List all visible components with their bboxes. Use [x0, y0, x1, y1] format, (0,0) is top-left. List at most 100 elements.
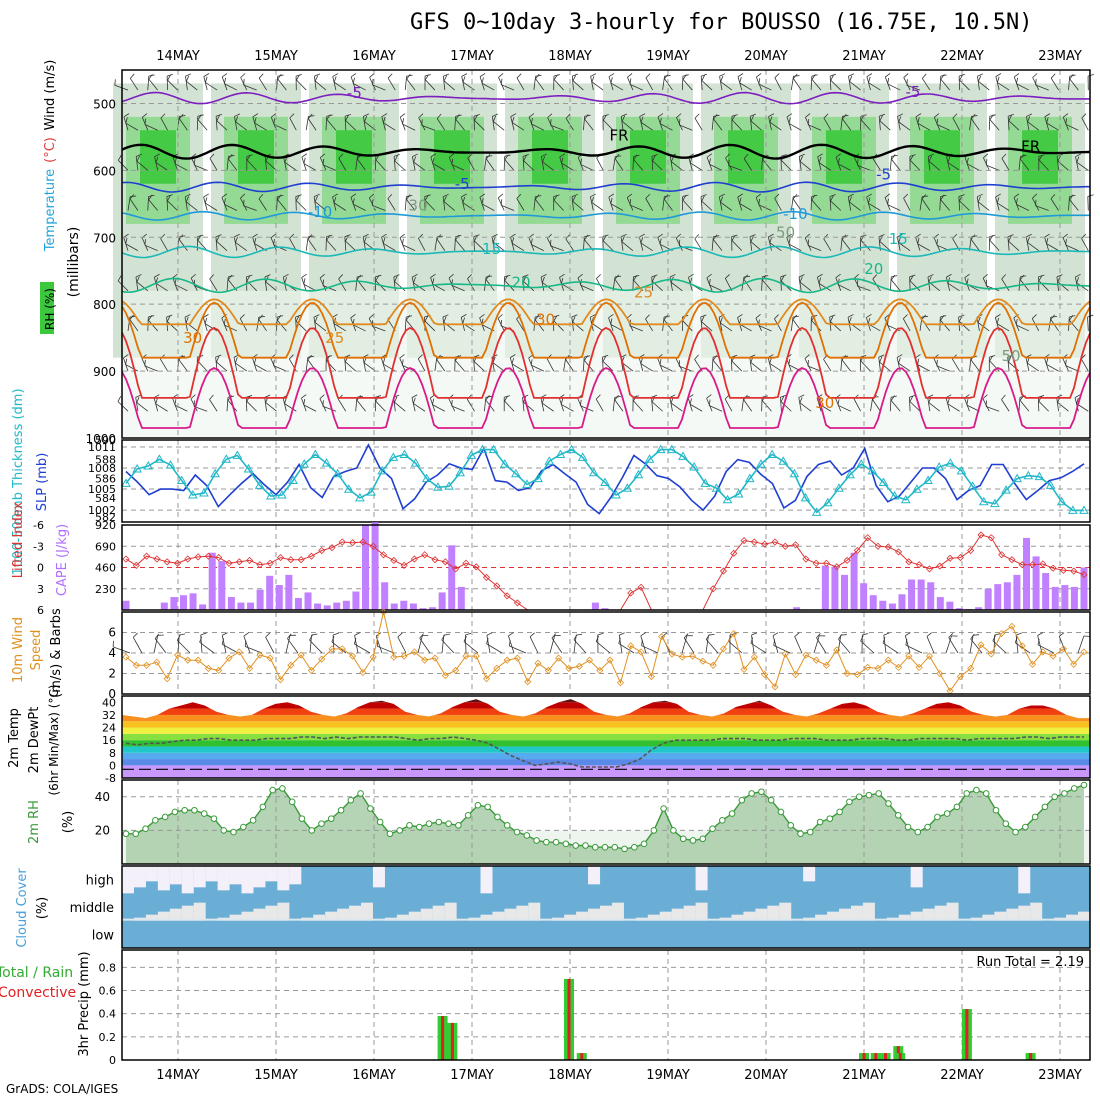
- contour-label: 15: [482, 240, 501, 258]
- cloud-mid-gap: [1030, 903, 1042, 921]
- rh2m-marker: [573, 843, 579, 849]
- rh2m-marker: [182, 807, 188, 813]
- surface-wind-barb: [861, 641, 874, 653]
- li-tick-label: 0: [37, 562, 44, 575]
- cape-bar: [841, 575, 848, 610]
- surface-wind-barb: [642, 640, 643, 646]
- top-date-label: 14MAY: [156, 49, 200, 64]
- cape-bar: [276, 585, 283, 610]
- cape-bar: [448, 545, 455, 610]
- cloud-mid-gap: [935, 906, 947, 921]
- cape-bar: [333, 603, 340, 610]
- wind-speed-line: [126, 612, 1084, 691]
- cape-bar: [295, 598, 302, 610]
- bottom-date-label: 15MAY: [254, 1068, 298, 1083]
- cape-bar: [410, 604, 417, 610]
- rh2m-marker: [592, 844, 598, 850]
- bottom-date-label: 19MAY: [646, 1068, 690, 1083]
- slp-tick-label: 1008: [88, 462, 116, 475]
- cape-bar: [314, 604, 321, 610]
- rh2m-marker: [514, 829, 520, 835]
- cloud-high-gap: [289, 866, 301, 884]
- cape-bar: [918, 580, 925, 610]
- cape-bar: [285, 575, 292, 610]
- cape-bar: [1013, 575, 1020, 610]
- surface-wind-barb: [905, 633, 910, 636]
- contour-label: 30: [409, 197, 428, 215]
- cape-bar: [879, 601, 886, 610]
- rh-shade-high: [532, 130, 568, 184]
- cape-bar: [343, 601, 350, 610]
- rh2m-marker: [553, 839, 559, 845]
- precip-tick-label: 0.6: [99, 985, 117, 998]
- rh2m-marker: [348, 797, 354, 803]
- cape-bar: [860, 583, 867, 610]
- cloud-mid-gap: [528, 903, 540, 921]
- rh2m-unit-label: (%): [61, 811, 76, 834]
- precip-convective-bar: [441, 1016, 444, 1060]
- upper-wind-barb: [372, 200, 373, 206]
- rh2m-marker: [416, 824, 422, 830]
- cape-bar: [994, 584, 1001, 610]
- surface-wind-barb: [773, 633, 778, 636]
- surface-wind-barb: [728, 641, 742, 653]
- bottom-date-label: 23MAY: [1038, 1068, 1082, 1083]
- rh2m-marker: [201, 811, 207, 817]
- cloud-divider: [122, 919, 1090, 921]
- cape-bar: [831, 567, 838, 610]
- temp-tick-label: 0: [109, 759, 116, 772]
- surface-wind-barb: [201, 633, 207, 635]
- surface-wind-barb: [377, 640, 378, 646]
- rh2m-marker: [925, 824, 931, 830]
- surface-wind-barb: [177, 640, 190, 653]
- rh2m-marker: [524, 833, 530, 839]
- bottom-date-label: 16MAY: [352, 1068, 396, 1083]
- rh2m-marker: [260, 804, 266, 810]
- cloud-mid-gap: [1018, 906, 1030, 921]
- cloud-mid-gap: [779, 903, 791, 921]
- upper-wind-barb: [857, 159, 858, 165]
- precip-convective-bar: [884, 1053, 887, 1060]
- rh2m-marker: [661, 806, 667, 812]
- cloud-high-gap: [911, 866, 923, 887]
- cloud-mid-gap: [433, 906, 445, 921]
- temperature-unit-label: (°C): [43, 137, 58, 163]
- cape-bar: [352, 592, 359, 610]
- rh2m-marker: [1052, 794, 1058, 800]
- precip-tick-label: 0.2: [99, 1031, 117, 1044]
- rh2m-marker: [710, 826, 716, 832]
- surface-wind-barb: [884, 633, 890, 635]
- cloud-row-label: low: [92, 928, 115, 943]
- rh2m-marker: [671, 828, 677, 834]
- cape-bar: [209, 553, 216, 610]
- cape-tick-label: 920: [95, 519, 116, 532]
- rh2m-marker: [289, 799, 295, 805]
- cape-bar: [161, 603, 168, 610]
- cape-bar: [190, 593, 197, 610]
- rh2m-marker: [368, 806, 374, 812]
- upper-wind-barb: [808, 360, 809, 366]
- slp-tick-label: 1005: [88, 483, 116, 496]
- cloud-high-gap: [481, 866, 493, 893]
- rh2m-marker: [143, 826, 149, 832]
- precip-tick-label: 0.4: [99, 1008, 117, 1021]
- cloud-axis-label: Cloud Cover: [15, 868, 30, 948]
- slp-tick-label: 1011: [88, 441, 116, 454]
- bottom-date-label: 18MAY: [548, 1068, 592, 1083]
- cloud-high-gap: [194, 866, 206, 887]
- cloud-high-gap: [206, 866, 218, 881]
- cloud-mid-gap: [696, 903, 708, 921]
- rh2m-tick-label: 40: [95, 790, 110, 804]
- contour-label: 20: [864, 260, 883, 278]
- rh2m-marker: [690, 838, 696, 844]
- cape-bar: [1071, 587, 1078, 610]
- surface-wind-barb: [133, 637, 142, 653]
- cloud-mid-gap: [194, 903, 206, 921]
- contour-label: 30: [815, 394, 834, 412]
- precip-axis-label: 3hr Precip (mm): [77, 951, 92, 1056]
- rh2m-marker: [798, 831, 804, 837]
- rh2m-marker: [788, 823, 794, 829]
- cape-bar: [1042, 573, 1049, 610]
- rh2m-marker: [954, 804, 960, 810]
